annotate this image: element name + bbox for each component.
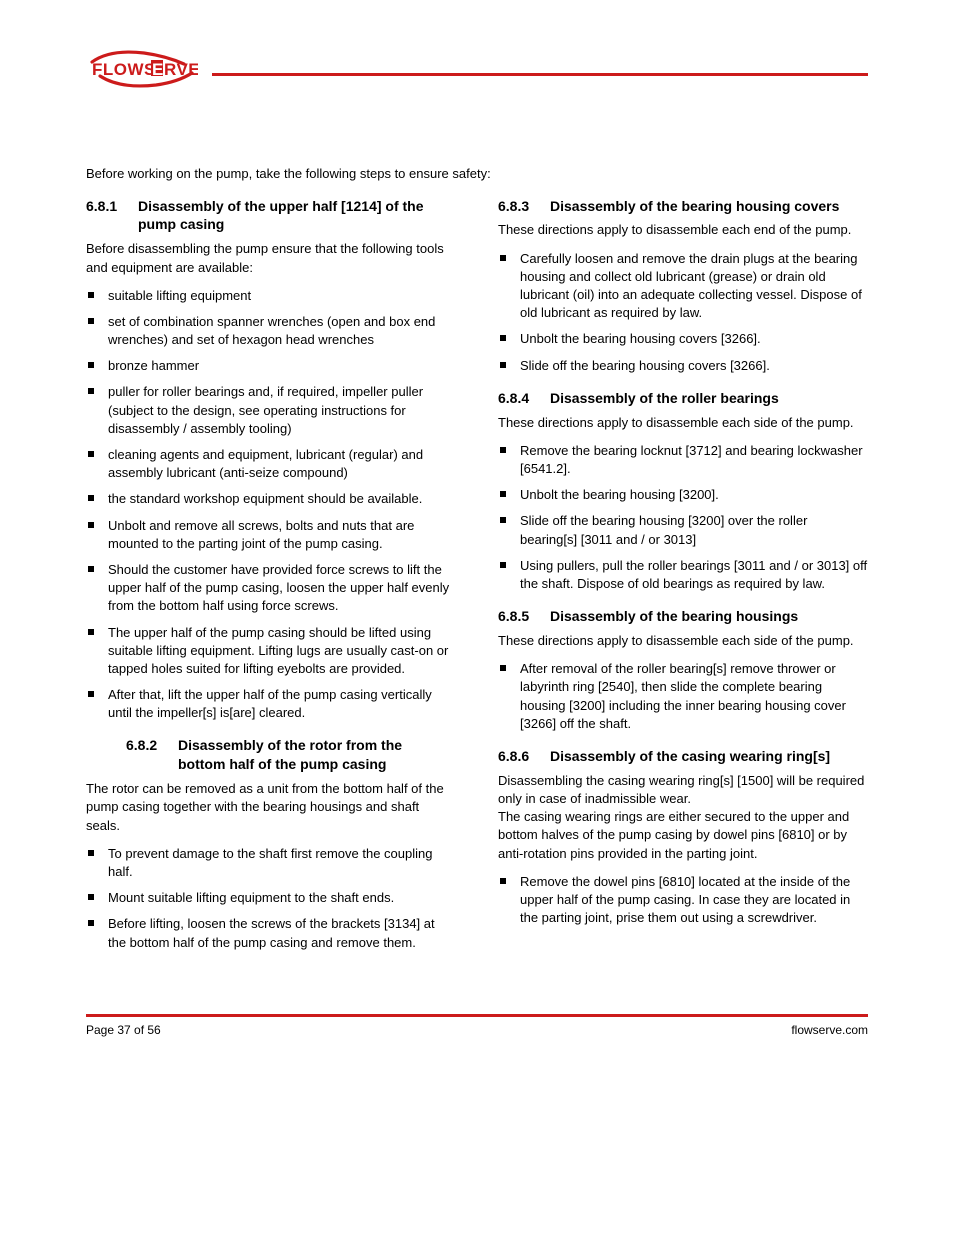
bullet-item: Unbolt the bearing housing [3200]. bbox=[498, 486, 868, 504]
bullet-item: Mount suitable lifting equipment to the … bbox=[86, 889, 456, 907]
footer-site: flowserve.com bbox=[791, 1023, 868, 1037]
bullet-item: Using pullers, pull the roller bearings … bbox=[498, 557, 868, 593]
section-heading: 6.8.2Disassembly of the rotor from the b… bbox=[86, 736, 456, 774]
section-note: Disassembling the casing wearing ring[s]… bbox=[498, 772, 868, 863]
section-number: 6.8.2 bbox=[126, 736, 178, 755]
bullet-item: The upper half of the pump casing should… bbox=[86, 624, 456, 679]
section: 6.8.4Disassembly of the roller bearings T… bbox=[498, 389, 868, 593]
bullet-item: To prevent damage to the shaft first rem… bbox=[86, 845, 456, 881]
bullet-item: After that, lift the upper half of the p… bbox=[86, 686, 456, 722]
bullet-item: After removal of the roller bearing[s] r… bbox=[498, 660, 868, 733]
section-title: Disassembly of the roller bearings bbox=[550, 389, 864, 408]
section-note: Before disassembling the pump ensure tha… bbox=[86, 240, 456, 276]
bullet-item: Remove the dowel pins [6810] located at … bbox=[498, 873, 868, 928]
bullet-item: bronze hammer bbox=[86, 357, 456, 375]
bullet-item: cleaning agents and equipment, lubricant… bbox=[86, 446, 456, 482]
svg-text:E: E bbox=[152, 60, 163, 79]
header-rule bbox=[212, 73, 868, 76]
bullet-item: Remove the bearing locknut [3712] and be… bbox=[498, 442, 868, 478]
bullet-list: Remove the dowel pins [6810] located at … bbox=[498, 873, 868, 928]
section-note: These directions apply to disassemble ea… bbox=[498, 221, 868, 239]
section-number: 6.8.6 bbox=[498, 747, 550, 766]
bullet-item: Slide off the bearing housing [3200] ove… bbox=[498, 512, 868, 548]
bullet-item: Carefully loosen and remove the drain pl… bbox=[498, 250, 868, 323]
bullet-item: Should the customer have provided force … bbox=[86, 561, 456, 616]
bullet-item: the standard workshop equipment should b… bbox=[86, 490, 456, 508]
intro-text: Before working on the pump, take the fol… bbox=[86, 165, 868, 183]
section-number: 6.8.5 bbox=[498, 607, 550, 626]
bullet-list: After removal of the roller bearing[s] r… bbox=[498, 660, 868, 733]
section-title: Disassembly of the casing wearing ring[s… bbox=[550, 747, 864, 766]
page-footer: Page 37 of 56 flowserve.com bbox=[86, 1023, 868, 1037]
section-title: Disassembly of the rotor from the bottom… bbox=[178, 736, 412, 774]
footer-rule bbox=[86, 1014, 868, 1017]
bullet-item: set of combination spanner wrenches (ope… bbox=[86, 313, 456, 349]
section-note: The rotor can be removed as a unit from … bbox=[86, 780, 456, 835]
bullet-item: Unbolt the bearing housing covers [3266]… bbox=[498, 330, 868, 348]
section-note: These directions apply to disassemble ea… bbox=[498, 632, 868, 650]
section-note: These directions apply to disassemble ea… bbox=[498, 414, 868, 432]
svg-text:FLOWS: FLOWS bbox=[92, 60, 156, 79]
section-title: Disassembly of the bearing housings bbox=[550, 607, 864, 626]
section-heading: 6.8.1Disassembly of the upper half [1214… bbox=[86, 197, 456, 235]
footer-page-number: Page 37 of 56 bbox=[86, 1023, 161, 1037]
content-columns: 6.8.1Disassembly of the upper half [1214… bbox=[86, 197, 868, 954]
section-number: 6.8.3 bbox=[498, 197, 550, 216]
bullet-list: suitable lifting equipment set of combina… bbox=[86, 287, 456, 723]
section: 6.8.2Disassembly of the rotor from the b… bbox=[86, 736, 456, 951]
bullet-item: Before lifting, loosen the screws of the… bbox=[86, 915, 456, 951]
section-heading: 6.8.6Disassembly of the casing wearing r… bbox=[498, 747, 868, 766]
section-number: 6.8.4 bbox=[498, 389, 550, 408]
bullet-list: Remove the bearing locknut [3712] and be… bbox=[498, 442, 868, 593]
section: 6.8.1Disassembly of the upper half [1214… bbox=[86, 197, 456, 723]
section: 6.8.6Disassembly of the casing wearing r… bbox=[498, 747, 868, 927]
bullet-item: Slide off the bearing housing covers [32… bbox=[498, 357, 868, 375]
bullet-item: suitable lifting equipment bbox=[86, 287, 456, 305]
section-heading: 6.8.5Disassembly of the bearing housings bbox=[498, 607, 868, 626]
section-heading: 6.8.3Disassembly of the bearing housing … bbox=[498, 197, 868, 216]
section-number: 6.8.1 bbox=[86, 197, 138, 216]
section-heading: 6.8.4Disassembly of the roller bearings bbox=[498, 389, 868, 408]
bullet-list: To prevent damage to the shaft first rem… bbox=[86, 845, 456, 952]
flowserve-logo: FLOWS E RVE bbox=[86, 48, 198, 95]
section: 6.8.5Disassembly of the bearing housings… bbox=[498, 607, 868, 733]
bullet-list: Carefully loosen and remove the drain pl… bbox=[498, 250, 868, 375]
svg-text:RVE: RVE bbox=[164, 60, 198, 79]
section-title: Disassembly of the bearing housing cover… bbox=[550, 197, 864, 216]
bullet-item: Unbolt and remove all screws, bolts and … bbox=[86, 517, 456, 553]
bullet-item: puller for roller bearings and, if requi… bbox=[86, 383, 456, 438]
section: 6.8.3Disassembly of the bearing housing … bbox=[498, 197, 868, 375]
page-header: FLOWS E RVE bbox=[86, 48, 868, 95]
section-title: Disassembly of the upper half [1214] of … bbox=[138, 197, 452, 235]
